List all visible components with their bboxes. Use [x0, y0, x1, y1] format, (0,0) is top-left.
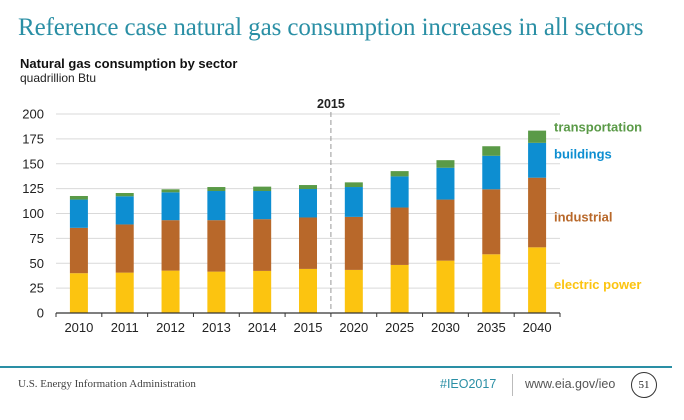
bar-segment-electric-power: [344, 269, 363, 313]
footer-hashtag[interactable]: #IEO2017: [440, 377, 497, 391]
bar-segment-transportation: [299, 185, 317, 190]
bars: [69, 130, 547, 313]
annotation: 2015: [317, 97, 345, 313]
bar-segment-buildings: [344, 187, 363, 217]
x-tick-label: 2035: [477, 320, 506, 335]
y-tick-label: 200: [22, 107, 44, 122]
footer-url-link[interactable]: www.eia.gov/ieo: [525, 377, 616, 391]
x-tick-label: 2012: [156, 320, 185, 335]
bar-segment-transportation: [161, 189, 180, 193]
bar-segment-transportation: [344, 182, 363, 188]
y-tick-label: 100: [22, 206, 44, 221]
bar-segment-buildings: [115, 196, 134, 225]
bar-segment-buildings: [69, 199, 88, 228]
bar-segment-industrial: [299, 217, 317, 269]
x-tick-label: 2011: [111, 320, 139, 335]
legend-label-industrial: industrial: [554, 210, 613, 225]
bar-segment-industrial: [161, 220, 180, 271]
x-tick-label: 2040: [523, 320, 552, 335]
legend-label-electric-power: electric power: [554, 277, 641, 292]
x-tick-label: 2015: [294, 320, 323, 335]
bar-segment-electric-power: [69, 273, 88, 313]
bar-segment-buildings: [299, 189, 317, 218]
bar-segment-transportation: [390, 171, 409, 177]
y-tick-label: 25: [30, 281, 44, 296]
bar-segment-transportation: [115, 193, 134, 197]
bar-segment-industrial: [207, 220, 226, 272]
bar-segment-electric-power: [115, 272, 134, 313]
y-axis-tick-labels: 0 25 50 75 100 125 150 175 200: [22, 107, 44, 321]
bar-segment-buildings: [253, 191, 272, 220]
x-axis: 2010 2011 2012 2013 2014 2015 2020 2025 2030 2035…: [55, 312, 561, 335]
slide-title: Reference case natural gas consumption i…: [18, 14, 644, 41]
bar-segment-transportation: [528, 130, 547, 143]
y-tick-label: 50: [30, 256, 44, 271]
x-tick-label: 2030: [431, 320, 460, 335]
bar-segment-electric-power: [436, 260, 455, 313]
y-tick-label: 0: [37, 306, 44, 321]
legend-label-transportation: transportation: [554, 120, 642, 135]
bar-segment-electric-power: [161, 270, 180, 313]
bar-segment-buildings: [161, 192, 180, 221]
bar-segment-buildings: [436, 167, 455, 200]
y-tick-label: 150: [22, 156, 44, 171]
bar-segment-buildings: [482, 155, 501, 190]
bar-segment-industrial: [390, 207, 409, 265]
footer-divider: [0, 366, 672, 368]
bar-segment-electric-power: [207, 271, 226, 313]
page-number: 51: [631, 372, 657, 398]
bar-segment-transportation: [69, 195, 88, 200]
y-tick-label: 175: [22, 131, 44, 146]
divider-label: 2015: [317, 97, 345, 111]
y-tick-label: 125: [22, 181, 44, 196]
x-tick-label: 2010: [64, 320, 93, 335]
legend: electric power industrial buildings transpo…: [554, 120, 642, 292]
bar-segment-industrial: [344, 216, 363, 270]
bar-segment-transportation: [436, 160, 455, 168]
bar-segment-industrial: [528, 177, 547, 248]
bar-segment-industrial: [482, 189, 501, 255]
bar-segment-industrial: [69, 227, 88, 274]
bar-segment-electric-power: [482, 254, 501, 313]
footer-organization: U.S. Energy Information Administration: [18, 378, 196, 390]
bar-segment-buildings: [390, 176, 409, 208]
legend-label-buildings: buildings: [554, 146, 612, 161]
bar-segment-industrial: [115, 224, 134, 273]
x-tick-label: 2025: [385, 320, 414, 335]
bar-segment-industrial: [253, 219, 272, 271]
footer-separator: [512, 374, 513, 396]
x-tick-label: 2020: [339, 320, 368, 335]
chart-title: Natural gas consumption by sector: [20, 56, 238, 71]
bar-segment-industrial: [436, 199, 455, 261]
bar-segment-electric-power: [253, 270, 272, 313]
x-tick-label: 2013: [202, 320, 231, 335]
bar-segment-transportation: [482, 146, 501, 156]
bar-segment-buildings: [207, 191, 226, 221]
bar-segment-electric-power: [528, 247, 547, 313]
bar-segment-buildings: [528, 142, 547, 178]
chart-units: quadrillion Btu: [20, 71, 97, 85]
bar-segment-transportation: [253, 186, 272, 192]
bar-segment-electric-power: [299, 268, 317, 313]
bar-segment-transportation: [207, 187, 226, 192]
x-tick-label: 2014: [248, 320, 277, 335]
bar-segment-electric-power: [390, 264, 409, 313]
y-tick-label: 75: [30, 231, 44, 246]
